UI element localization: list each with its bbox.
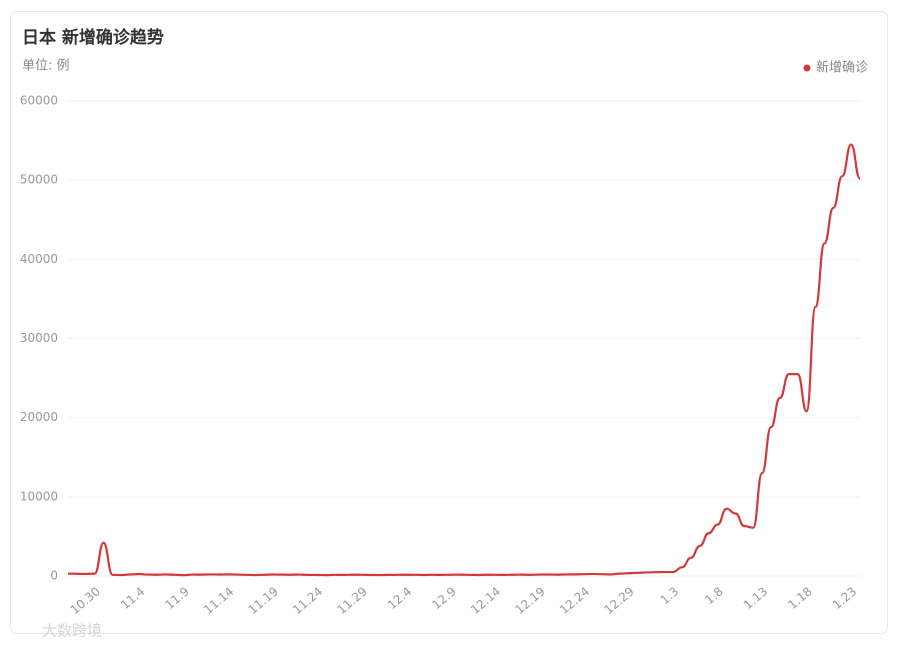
y-tick-label: 60000 — [20, 94, 58, 108]
legend-label: 新增确诊 — [816, 60, 868, 76]
y-tick-label: 10000 — [20, 489, 58, 503]
watermark: 大数跨境 — [42, 622, 102, 640]
y-tick-label: 40000 — [20, 252, 58, 266]
card — [10, 11, 888, 634]
chart-title: 日本 新增确诊趋势 — [22, 27, 164, 48]
line — [67, 143, 862, 577]
chart-subtitle: 单位: 例 — [22, 59, 70, 74]
y-tick-label: 50000 — [20, 173, 58, 187]
y-tick-label: 20000 — [20, 410, 58, 424]
y-tick-label: 30000 — [20, 331, 58, 345]
y-tick-label: 0 — [50, 569, 58, 583]
legend-marker — [803, 64, 811, 72]
